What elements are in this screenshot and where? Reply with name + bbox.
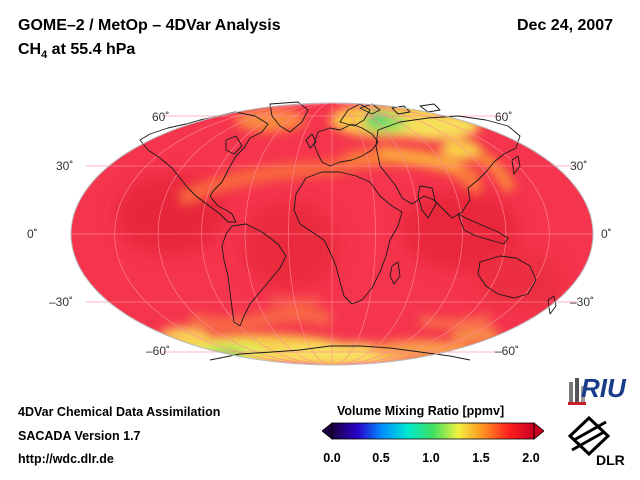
field-streaks — [176, 144, 516, 332]
coastline-madagascar — [389, 261, 401, 285]
coastline-hudson-bay — [225, 135, 243, 155]
lat-label-s60-left: –60˚ — [146, 344, 171, 358]
lat-label-eq-right: 0˚ — [601, 227, 612, 241]
species-main: CH — [18, 41, 42, 58]
graticule-meridian — [201, 102, 333, 366]
graticule-meridian — [157, 102, 333, 366]
dlr-logo-mark — [567, 415, 611, 457]
graticule-meridian — [331, 102, 463, 366]
footer-url[interactable]: http://wdc.dlr.de — [18, 452, 114, 466]
field-high-patches — [115, 175, 565, 310]
lat-label-n60-right: 60˚ — [495, 110, 513, 124]
graticule-meridians — [114, 102, 550, 366]
colorbar-tick: 1.0 — [422, 451, 440, 465]
lat-label-eq-left: 0˚ — [27, 227, 38, 241]
coastline-europe — [313, 123, 379, 167]
colorbar-tick: 1.5 — [472, 451, 490, 465]
coastline-new-zealand — [547, 295, 557, 315]
footer-line-1: 4DVar Chemical Data Assimilation — [18, 405, 221, 419]
colorbar-gradient — [331, 422, 535, 440]
map-title: GOME–2 / MetOp – 4DVar Analysis — [18, 17, 281, 34]
coastline-india — [417, 185, 437, 219]
coastline-southeast-asia — [457, 213, 509, 245]
concentration-field — [71, 103, 593, 365]
colorbar-over-arrow — [533, 422, 544, 440]
coastline-australia — [477, 255, 537, 299]
colorbar-tick: 0.5 — [372, 451, 390, 465]
lat-label-s30-right: –30˚ — [570, 295, 595, 309]
lat-label-n30-left: 30˚ — [56, 159, 74, 173]
lat-label-n30-right: 30˚ — [570, 159, 588, 173]
coastline-japan — [511, 155, 521, 175]
riu-logo-mark — [568, 378, 586, 405]
colorbar-tick: 0.0 — [323, 451, 341, 465]
coastline-south-america — [221, 223, 287, 327]
riu-logo: RIU — [566, 373, 632, 408]
colorbar-tick: 2.0 — [522, 451, 540, 465]
map-outline — [70, 102, 594, 366]
riu-logo-text: RIU — [581, 373, 626, 403]
coastline-arctic-islands — [359, 103, 441, 115]
footer-line-2: SACADA Version 1.7 — [18, 429, 141, 443]
lat-label-n60-left: 60˚ — [152, 110, 170, 124]
date-label: Dec 24, 2007 — [517, 17, 614, 34]
graticule-meridian — [244, 102, 333, 366]
graticule-meridian — [331, 102, 507, 366]
coastline-north-america — [139, 111, 269, 223]
colorbar — [322, 422, 544, 440]
species-rest: at 55.4 hPa — [47, 41, 136, 58]
lat-label-s30-left: –30˚ — [49, 295, 74, 309]
lat-label-s60-right: –60˚ — [495, 344, 520, 358]
dlr-logo-text: DLR — [596, 452, 625, 468]
colorbar-under-arrow — [322, 422, 333, 440]
dlr-logo: DLR — [562, 414, 632, 476]
coastline-africa — [293, 171, 403, 305]
coastline-scandinavia — [339, 103, 371, 127]
coastline-british-isles — [305, 133, 317, 149]
graticule-meridian — [331, 102, 376, 366]
coastline-asia — [375, 115, 521, 219]
colorbar-title: Volume Mixing Ratio [ppmv] — [337, 404, 505, 418]
species-subscript: 4 — [41, 49, 48, 61]
graticule-meridian — [114, 102, 333, 366]
species-label: CH4 at 55.4 hPa — [18, 41, 135, 61]
graticule-meridian — [288, 102, 333, 366]
graticule-meridian — [331, 102, 550, 366]
coastline-greenland — [269, 101, 309, 133]
